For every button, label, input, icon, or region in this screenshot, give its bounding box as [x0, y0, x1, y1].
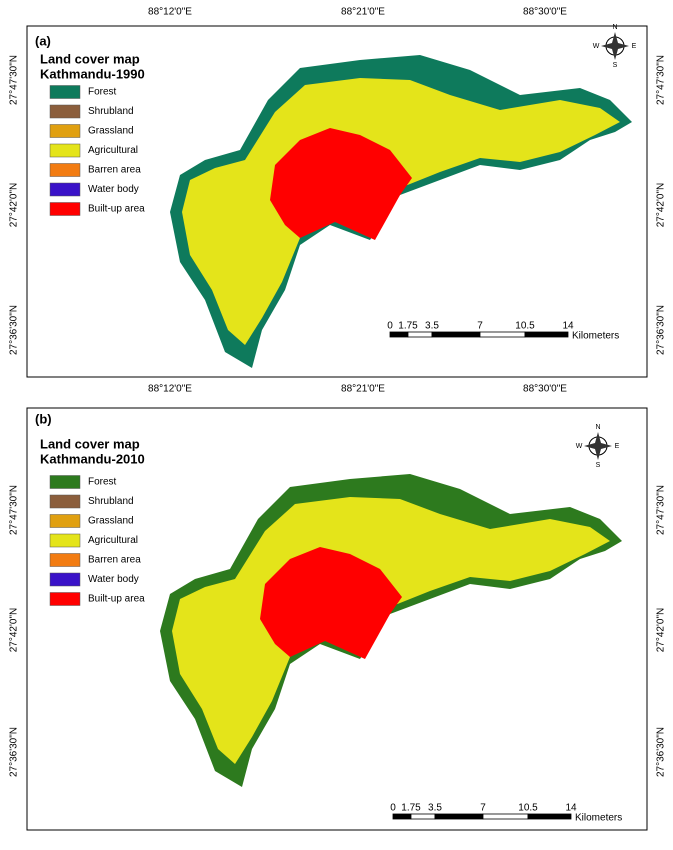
- legend-label: Shrubland: [88, 496, 134, 507]
- compass-letter: W: [576, 443, 583, 450]
- longitude-label: 88°21'0"E: [341, 384, 385, 395]
- scale-segment: [527, 813, 572, 820]
- agricultural-area: [172, 497, 610, 764]
- latitude-label: 27°36'30"N: [9, 305, 20, 355]
- longitude-label: 88°21'0"E: [341, 7, 385, 18]
- scale-segment: [479, 331, 526, 338]
- legend-swatch: [49, 475, 81, 489]
- scale-label: 10.5: [515, 321, 535, 332]
- compass-rose: [601, 32, 629, 60]
- scale-segment: [434, 813, 484, 820]
- latitude-label: 27°42'0"N: [9, 608, 20, 653]
- scale-label: 0: [390, 803, 396, 814]
- legend-label: Agricultural: [88, 535, 138, 546]
- scale-label: 1.75: [398, 321, 418, 332]
- scale-label: 1.75: [401, 803, 421, 814]
- scale-segment: [431, 331, 481, 338]
- built-up-area: [260, 547, 402, 659]
- scale-label: 0: [387, 321, 393, 332]
- legend-label: Water body: [88, 574, 139, 585]
- longitude-label: 88°30'0"E: [523, 384, 567, 395]
- scale-unit: Kilometers: [572, 331, 619, 342]
- latitude-label: 27°47'30"N: [9, 55, 20, 105]
- scale-label: 7: [477, 321, 483, 332]
- legend-label: Built-up area: [88, 204, 145, 215]
- map-title: Land cover map: [40, 436, 140, 451]
- compass-letter: N: [612, 24, 617, 31]
- latitude-label: 27°47'30"N: [9, 485, 20, 535]
- legend-label: Agricultural: [88, 145, 138, 156]
- latitude-label: 27°42'0"N: [9, 183, 20, 228]
- compass-letter: S: [613, 62, 618, 69]
- scale-label: 14: [562, 321, 574, 332]
- legend-swatch: [49, 163, 81, 177]
- compass-letter: E: [632, 43, 637, 50]
- legend-label: Water body: [88, 184, 139, 195]
- agricultural-area: [182, 78, 620, 345]
- legend-swatch: [49, 182, 81, 197]
- scale-segment: [524, 331, 569, 338]
- panel-label: (a): [35, 33, 51, 48]
- latitude-label: 27°47'30"N: [656, 55, 667, 105]
- compass-letter: E: [615, 443, 620, 450]
- legend-swatch: [49, 143, 81, 158]
- land-cover-map: [170, 55, 632, 368]
- scale-label: 10.5: [518, 803, 538, 814]
- latitude-label: 27°36'30"N: [656, 727, 667, 777]
- longitude-label: 88°12'0"E: [148, 7, 192, 18]
- built-up-area: [270, 128, 412, 240]
- scale-label: 7: [480, 803, 486, 814]
- legend-swatch: [49, 124, 81, 138]
- compass-letter: N: [595, 424, 600, 431]
- scale-label: 3.5: [425, 321, 439, 332]
- compass-letter: S: [596, 462, 601, 469]
- legend-label: Built-up area: [88, 594, 145, 605]
- legend-swatch: [49, 104, 81, 119]
- latitude-label: 27°36'30"N: [656, 305, 667, 355]
- map-title: Kathmandu-2010: [40, 451, 145, 466]
- legend-swatch: [49, 494, 81, 509]
- legend-swatch: [49, 514, 81, 528]
- scale-segment: [392, 813, 412, 820]
- longitude-label: 88°30'0"E: [523, 7, 567, 18]
- scale-unit: Kilometers: [575, 813, 622, 824]
- latitude-label: 27°36'30"N: [9, 727, 20, 777]
- legend-label: Grassland: [88, 516, 134, 527]
- scale-segment: [410, 813, 436, 820]
- latitude-label: 27°42'0"N: [656, 608, 667, 653]
- scale-segment: [389, 331, 409, 338]
- legend-label: Shrubland: [88, 106, 134, 117]
- scale-segment: [407, 331, 433, 338]
- compass-letter: W: [593, 43, 600, 50]
- map-title: Land cover map: [40, 51, 140, 66]
- legend-label: Forest: [88, 477, 117, 488]
- scale-segment: [482, 813, 529, 820]
- latitude-label: 27°42'0"N: [656, 183, 667, 228]
- legend-label: Barren area: [88, 165, 141, 176]
- map-title: Kathmandu-1990: [40, 66, 145, 81]
- panel-label: (b): [35, 411, 52, 426]
- legend-label: Forest: [88, 87, 117, 98]
- legend-label: Barren area: [88, 555, 141, 566]
- latitude-label: 27°47'30"N: [656, 485, 667, 535]
- legend-swatch: [49, 553, 81, 567]
- longitude-label: 88°12'0"E: [148, 384, 192, 395]
- legend-swatch: [49, 533, 81, 548]
- legend-swatch: [49, 202, 81, 216]
- scale-label: 14: [565, 803, 577, 814]
- legend-swatch: [49, 572, 81, 587]
- legend-swatch: [49, 85, 81, 99]
- legend-swatch: [49, 592, 81, 606]
- compass-rose: [584, 432, 612, 460]
- land-cover-map: [160, 474, 622, 787]
- scale-label: 3.5: [428, 803, 442, 814]
- legend-label: Grassland: [88, 126, 134, 137]
